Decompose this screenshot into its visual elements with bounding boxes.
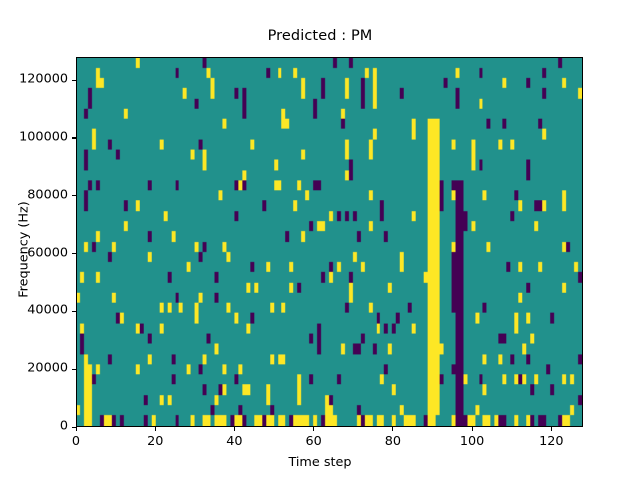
y-tick-mark (72, 79, 76, 81)
y-tick-label: 100000 (19, 129, 68, 145)
x-tick-label: 100 (459, 434, 485, 449)
x-tick-mark (471, 427, 473, 431)
x-tick-mark (75, 427, 77, 431)
heatmap-axes (76, 57, 583, 427)
chart-title: Predicted : PM (267, 28, 373, 44)
y-tick-label: 40000 (27, 302, 68, 318)
y-tick-label: 120000 (19, 71, 68, 87)
x-tick-mark (392, 427, 394, 431)
heatmap-image (77, 58, 582, 426)
x-tick-label: 20 (147, 434, 164, 449)
x-tick-label: 80 (384, 434, 402, 449)
y-tick-label: 0 (59, 418, 68, 434)
y-tick-label: 20000 (27, 360, 68, 376)
y-tick-mark (72, 253, 76, 255)
x-tick-mark (233, 427, 236, 431)
x-tick-mark (154, 427, 156, 431)
y-tick-mark (72, 137, 76, 139)
y-tick-mark (72, 426, 76, 428)
y-tick-mark (72, 310, 76, 312)
x-tick-mark (550, 427, 552, 431)
x-tick-mark (313, 427, 315, 431)
y-tick-mark (72, 195, 76, 197)
y-tick-label: 60000 (27, 245, 68, 261)
x-tick-label: 0 (71, 434, 81, 449)
x-tick-label: 40 (226, 434, 243, 449)
y-tick-mark (72, 368, 76, 370)
x-axis-label: Time step (288, 455, 352, 470)
x-tick-label: 60 (305, 434, 322, 449)
y-tick-label: 80000 (27, 187, 68, 203)
x-tick-label: 120 (539, 434, 564, 449)
